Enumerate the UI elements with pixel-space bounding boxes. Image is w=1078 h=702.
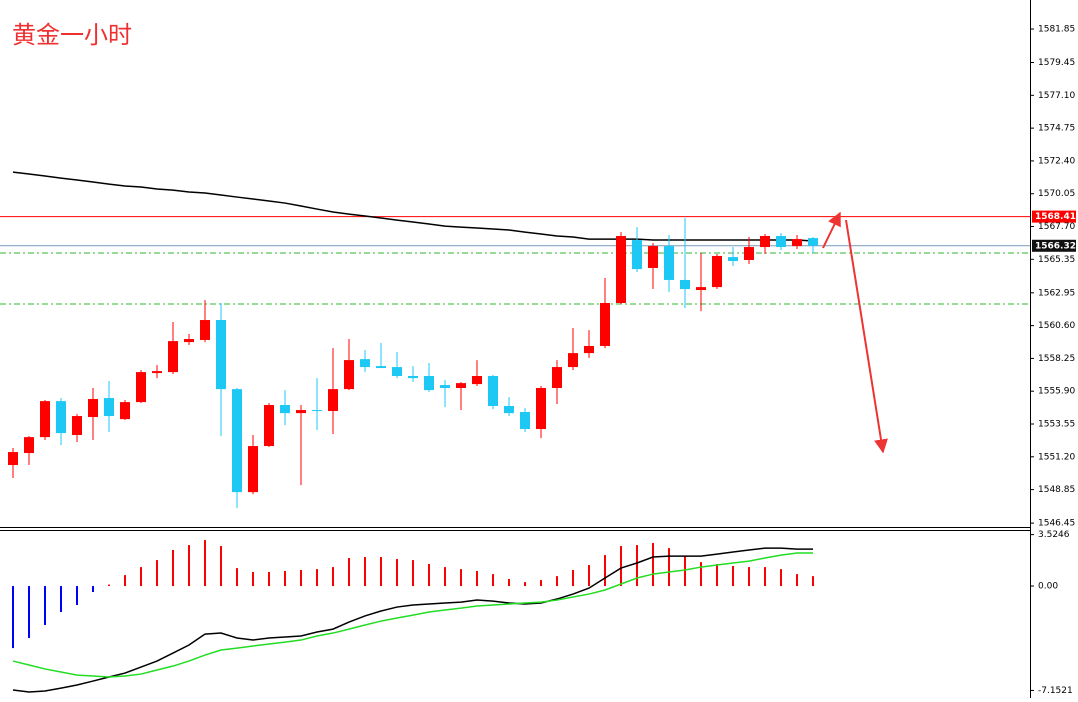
y-tick-label: 1570.05 (1038, 189, 1075, 199)
y-tick-label: 1565.35 (1038, 255, 1075, 265)
candle-body (504, 405, 514, 414)
candle-body (680, 279, 690, 290)
candle-body (8, 452, 18, 466)
candle-body (728, 257, 738, 261)
candle-body (184, 339, 194, 343)
candle-body (696, 287, 706, 291)
candle-body (440, 385, 450, 388)
candle-body (408, 375, 418, 379)
candle-body (600, 302, 610, 346)
y-tick-label: 0.00 (1038, 582, 1058, 592)
y-tick-label: 1579.45 (1038, 58, 1075, 68)
candle-body (648, 246, 658, 268)
candle-body (296, 410, 306, 414)
candle-body (24, 437, 34, 454)
price-label-box (1032, 210, 1076, 223)
candle-body (136, 372, 146, 403)
price-label: 1568.41 (1035, 212, 1076, 222)
candle-body (584, 345, 594, 354)
candle-body (40, 401, 50, 438)
y-tick-label: 1546.45 (1038, 519, 1075, 529)
candle-body (792, 239, 802, 247)
candle-body (776, 236, 786, 248)
macd-line (12, 552, 813, 678)
candle-body (424, 375, 434, 391)
candle-body (760, 236, 770, 248)
candle-body (664, 246, 674, 280)
candle-body (392, 367, 402, 376)
candle-body (712, 255, 722, 288)
candle-body (552, 367, 562, 388)
y-tick-label: 1562.95 (1038, 288, 1075, 298)
candle-body (344, 360, 354, 390)
candle-body (264, 405, 274, 447)
y-tick-label: 1572.40 (1038, 156, 1075, 166)
moving-average (12, 171, 814, 242)
arrow (845, 219, 888, 454)
y-tick-label: 1551.20 (1038, 452, 1075, 462)
y-tick-label: 1555.90 (1038, 387, 1075, 397)
candle-body (168, 341, 178, 373)
y-tick-label: 3.5246 (1038, 530, 1070, 540)
candle-body (248, 446, 258, 493)
candle-body (88, 399, 98, 418)
y-tick-label: 1574.75 (1038, 124, 1075, 134)
candle-body (568, 353, 578, 368)
candle-body (520, 411, 530, 430)
candle-body (616, 236, 626, 303)
y-tick-label: 1548.85 (1038, 485, 1075, 495)
candle-body (312, 410, 322, 412)
y-tick-label: 1553.55 (1038, 420, 1075, 430)
price-label-box (1032, 239, 1076, 252)
candle-body (328, 389, 338, 412)
candle-body (376, 366, 386, 369)
candle-body (104, 398, 114, 417)
y-tick-label: -7.1521 (1038, 686, 1073, 696)
candle-body (152, 371, 162, 374)
candle-body (216, 320, 226, 390)
candle-body (472, 375, 482, 385)
candle-body (56, 401, 66, 434)
candle-body (808, 238, 818, 246)
y-tick-label: 1581.85 (1038, 25, 1075, 35)
candle-body (536, 387, 546, 430)
macd-line (12, 547, 813, 693)
candle-body (200, 320, 210, 340)
y-tick-label: 1558.25 (1038, 354, 1075, 364)
candle-body (456, 383, 466, 388)
candle-body (632, 240, 642, 270)
candle-body (72, 416, 82, 436)
arrow (822, 211, 841, 249)
chart-title: 黄金一小时 (12, 21, 132, 49)
candle-body (488, 375, 498, 406)
candle-body (232, 389, 242, 493)
candle-body (280, 405, 290, 414)
candle-body (744, 247, 754, 261)
y-tick-label: 1567.70 (1038, 222, 1075, 232)
candle-body (360, 359, 370, 368)
candle-body (120, 402, 130, 420)
price-label: 1566.32 (1035, 241, 1076, 251)
y-tick-label: 1577.10 (1038, 91, 1075, 101)
y-tick-label: 1560.60 (1038, 321, 1075, 331)
